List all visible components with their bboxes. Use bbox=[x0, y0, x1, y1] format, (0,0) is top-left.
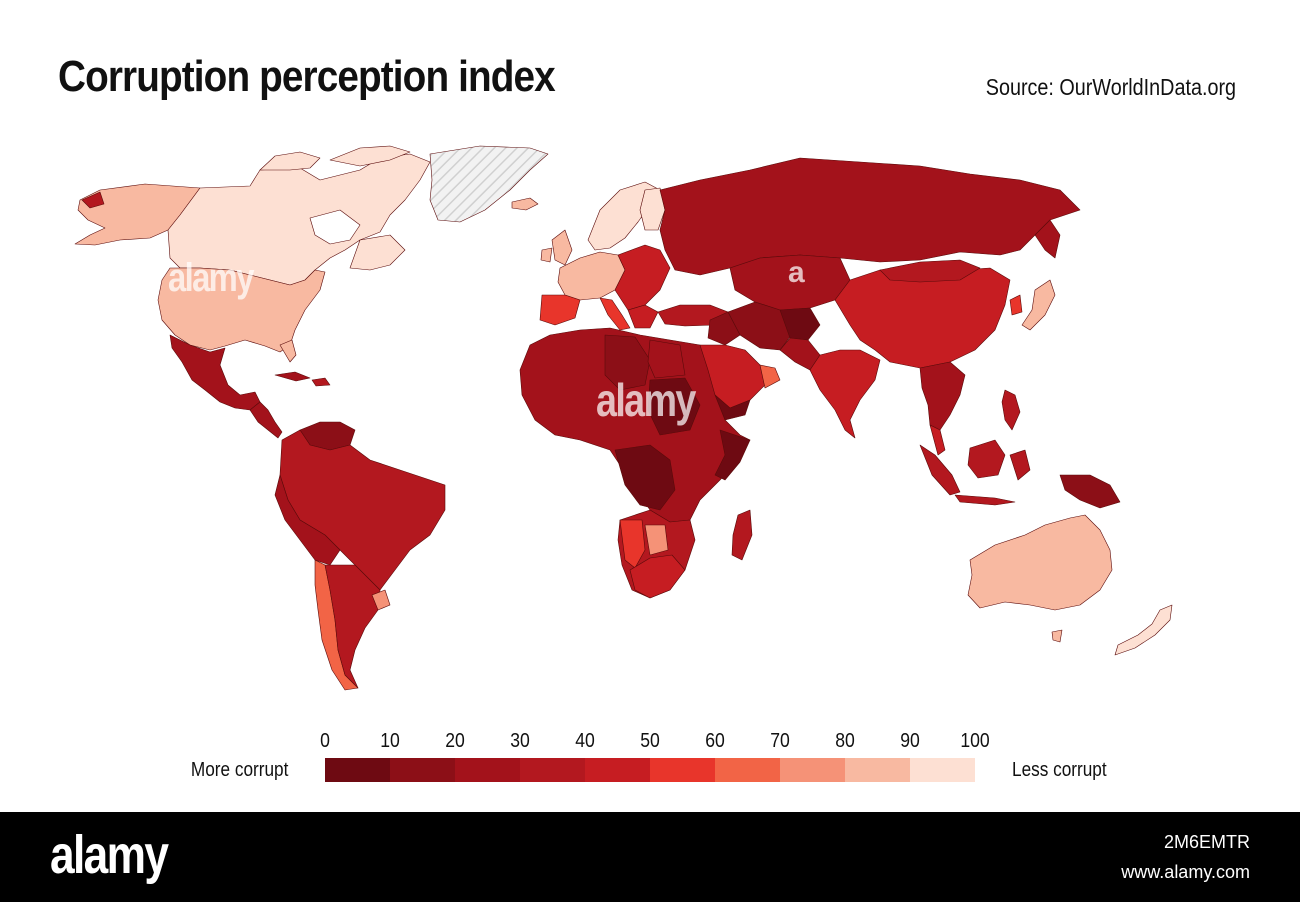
region-eastern-europe bbox=[614, 244, 671, 311]
legend-color-bar bbox=[325, 758, 975, 782]
watermark-left: alamy bbox=[168, 256, 254, 300]
legend-swatch bbox=[715, 758, 780, 782]
region-finland bbox=[639, 187, 666, 231]
region-mongolia bbox=[879, 259, 981, 283]
region-argentina bbox=[324, 564, 381, 689]
legend-tick: 70 bbox=[770, 730, 790, 752]
region-spain bbox=[539, 294, 581, 326]
region-tasmania bbox=[1051, 629, 1063, 643]
legend-tick: 0 bbox=[320, 730, 330, 752]
region-alaska bbox=[74, 183, 201, 246]
legend-less-corrupt-label: Less corrupt bbox=[1012, 759, 1107, 781]
region-iran bbox=[727, 301, 796, 351]
region-namibia bbox=[619, 519, 646, 569]
region-japan bbox=[1021, 279, 1056, 331]
legend-swatch bbox=[910, 758, 975, 782]
region-india bbox=[809, 349, 881, 439]
region-greenland bbox=[429, 145, 549, 223]
region-cuba bbox=[274, 371, 311, 382]
region-canada-east bbox=[349, 234, 406, 271]
region-afghanistan bbox=[779, 307, 821, 341]
region-oman bbox=[759, 364, 781, 389]
footer-image-id: 2M6EMTR bbox=[1163, 832, 1250, 852]
region-philippines bbox=[1001, 389, 1021, 431]
watermark-a: a bbox=[788, 256, 805, 289]
region-usa bbox=[157, 267, 326, 353]
legend-swatch bbox=[455, 758, 520, 782]
world-map bbox=[60, 140, 1240, 700]
region-papua bbox=[1059, 474, 1121, 509]
legend-tick: 90 bbox=[900, 730, 920, 752]
region-korea bbox=[1009, 294, 1023, 316]
legend-tick: 50 bbox=[640, 730, 660, 752]
region-kamchatka bbox=[1034, 219, 1061, 259]
region-canada-arctic bbox=[259, 151, 321, 171]
footer-logo: alamy bbox=[50, 825, 169, 885]
region-southeast-asia bbox=[919, 361, 966, 431]
legend-tick: 100 bbox=[960, 730, 990, 752]
legend-ticks: 0 10 20 30 40 50 60 70 80 90 100 bbox=[320, 730, 990, 756]
region-florida bbox=[279, 339, 297, 363]
region-iraq-syria bbox=[707, 311, 741, 346]
region-iceland bbox=[511, 197, 539, 211]
hudson-bay bbox=[309, 209, 361, 245]
region-uk bbox=[551, 229, 573, 266]
region-java bbox=[954, 494, 1016, 506]
region-uruguay bbox=[371, 589, 391, 611]
legend-tick: 80 bbox=[835, 730, 855, 752]
legend-swatch bbox=[390, 758, 455, 782]
region-australia bbox=[967, 514, 1113, 611]
source-label: Source: OurWorldInData.org bbox=[985, 74, 1236, 100]
region-egypt bbox=[647, 339, 686, 379]
region-malay-peninsula bbox=[929, 424, 946, 456]
legend-swatch bbox=[585, 758, 650, 782]
legend-tick: 20 bbox=[445, 730, 465, 752]
legend-more-corrupt-label: More corrupt bbox=[190, 759, 288, 781]
region-sumatra bbox=[919, 444, 961, 496]
region-western-europe bbox=[557, 251, 626, 301]
region-south-africa bbox=[629, 554, 686, 599]
region-brazil bbox=[279, 429, 446, 591]
legend-tick: 40 bbox=[575, 730, 595, 752]
footer-url: www.alamy.com bbox=[1121, 862, 1250, 882]
legend-swatch bbox=[520, 758, 585, 782]
legend-swatch bbox=[845, 758, 910, 782]
legend-tick: 10 bbox=[380, 730, 400, 752]
region-balkans bbox=[627, 304, 659, 329]
region-alaska-west bbox=[81, 191, 105, 209]
legend-swatch bbox=[650, 758, 715, 782]
legend-tick: 30 bbox=[510, 730, 530, 752]
region-sudan bbox=[647, 377, 701, 436]
region-borneo bbox=[967, 439, 1006, 479]
legend: 0 10 20 30 40 50 60 70 80 90 100 More corrupt Less… bbox=[0, 726, 1300, 796]
legend-swatch bbox=[780, 758, 845, 782]
region-ireland bbox=[540, 247, 553, 263]
page-title: Corruption perception index bbox=[58, 52, 556, 101]
region-canada-arctic-2 bbox=[329, 145, 411, 167]
legend-tick: 60 bbox=[705, 730, 725, 752]
region-new-zealand bbox=[1114, 604, 1173, 656]
region-italy bbox=[599, 297, 631, 331]
world-map-svg bbox=[74, 145, 1173, 691]
region-congo bbox=[614, 444, 676, 511]
region-russia bbox=[659, 157, 1081, 276]
region-botswana bbox=[644, 524, 669, 556]
region-madagascar bbox=[731, 509, 753, 561]
region-sulawesi bbox=[1009, 449, 1031, 481]
region-libya bbox=[604, 334, 651, 391]
region-central-america bbox=[249, 401, 283, 439]
footer-bar: alamy 2M6EMTR www.alamy.com bbox=[0, 812, 1300, 902]
region-hispaniola bbox=[311, 377, 331, 387]
watermark-center: alamy bbox=[596, 374, 696, 426]
region-somalia bbox=[714, 429, 751, 481]
legend-swatch bbox=[325, 758, 390, 782]
